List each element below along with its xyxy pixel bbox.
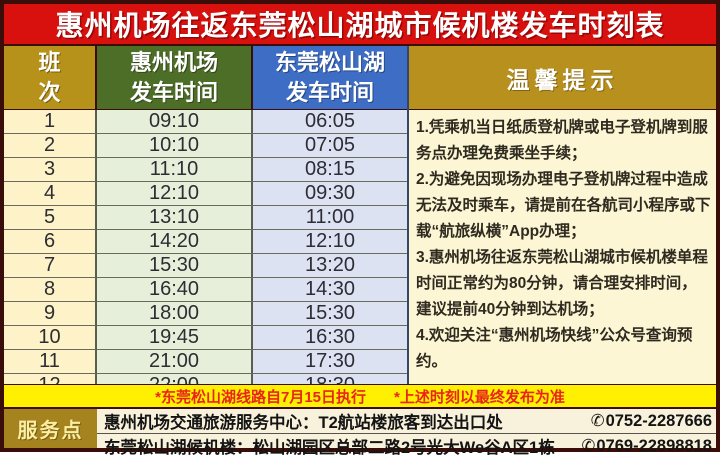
notice-final-release: *上述时刻以最终发布为准 (394, 388, 565, 406)
huizhou-departure-time: 18:00 (97, 302, 253, 326)
dongguan-departure-time: 13:20 (253, 254, 407, 278)
huizhou-departure-time: 21:00 (97, 350, 253, 374)
trip-number: 11 (4, 350, 97, 374)
table-row: 2 10:10 07:05 (4, 134, 407, 158)
tip-item: 3.惠州机场往返东莞松山湖城市候机楼单程时间正常约为80分钟，请合理安排时间，建… (416, 249, 708, 318)
col-header-trip-number: 班 次 (4, 46, 97, 110)
huizhou-departure-time: 10:10 (97, 134, 253, 158)
col-header-dongguan-line2: 发车时间 (285, 79, 374, 105)
phone-number: 0769-22898818 (596, 436, 712, 455)
huizhou-departure-time: 19:45 (97, 326, 253, 350)
table-row: 5 13:10 11:00 (4, 206, 407, 230)
col-header-huizhou-line1: 惠州机场 (129, 49, 218, 75)
phone-icon: ✆ (581, 437, 596, 455)
tips-panel-body: 1.凭乘机当日纸质登机牌或电子登机牌到服务点办理免费乘坐手续； 2.为避免因现场… (409, 110, 716, 384)
huizhou-departure-time: 13:10 (97, 206, 253, 230)
page-title: 惠州机场往返东莞松山湖城市候机楼发车时刻表 (4, 4, 716, 44)
service-point-address: 惠州机场交通旅游服务中心：T2航站楼旅客到达出口处 (104, 414, 503, 432)
table-header-row: 班 次 惠州机场 发车时间 东莞松山湖 发车时间 (4, 46, 407, 110)
tips-panel: 温馨提示 1.凭乘机当日纸质登机牌或电子登机牌到服务点办理免费乘坐手续； 2.为… (407, 46, 716, 384)
schedule-table: 班 次 惠州机场 发车时间 东莞松山湖 发车时间 1 09:10 06:05 (4, 46, 407, 397)
dongguan-departure-time: 11:00 (253, 206, 407, 230)
huizhou-departure-time: 09:10 (97, 110, 253, 134)
table-row: 7 15:30 13:20 (4, 254, 407, 278)
dongguan-departure-time: 14:30 (253, 278, 407, 302)
huizhou-departure-time: 14:20 (97, 230, 253, 254)
tips-panel-title: 温馨提示 (409, 46, 716, 110)
dongguan-departure-time: 16:30 (253, 326, 407, 350)
tip-item: 1.凭乘机当日纸质登机牌或电子登机牌到服务点办理免费乘坐手续； (416, 119, 708, 162)
dongguan-departure-time: 06:05 (253, 110, 407, 134)
service-point-address: 东莞松山湖候机楼：松山湖园区总部二路2号光大We谷A区1栋 (104, 439, 555, 457)
service-points-section: 服务点 惠州机场交通旅游服务中心：T2航站楼旅客到达出口处 ✆ 0752-228… (4, 407, 716, 457)
trip-number: 10 (4, 326, 97, 350)
trip-number: 3 (4, 158, 97, 182)
service-point-phone: ✆ 0752-2287666 (591, 411, 712, 431)
trip-number: 1 (4, 110, 97, 134)
trip-number: 2 (4, 134, 97, 158)
trip-number: 9 (4, 302, 97, 326)
trip-number: 5 (4, 206, 97, 230)
huizhou-departure-time: 16:40 (97, 278, 253, 302)
table-row: 4 12:10 09:30 (4, 182, 407, 206)
table-row: 10 19:45 16:30 (4, 326, 407, 350)
col-header-trip-line1: 班 (38, 49, 61, 75)
table-row: 11 21:00 17:30 (4, 350, 407, 374)
col-header-dongguan-songshanlake: 东莞松山湖 发车时间 (253, 46, 407, 110)
table-row: 9 18:00 15:30 (4, 302, 407, 326)
trip-number: 6 (4, 230, 97, 254)
col-header-huizhou-line2: 发车时间 (129, 79, 218, 105)
schedule-notice-bar: *东莞松山湖线路自7月15日执行 *上述时刻以最终发布为准 (4, 384, 716, 407)
col-header-huizhou-airport: 惠州机场 发车时间 (97, 46, 253, 110)
col-header-dongguan-line1: 东莞松山湖 (274, 49, 385, 75)
service-points-label: 服务点 (4, 409, 97, 448)
dongguan-departure-time: 09:30 (253, 182, 407, 206)
trip-number: 8 (4, 278, 97, 302)
dongguan-departure-time: 15:30 (253, 302, 407, 326)
tip-item: 4.欢迎关注“惠州机场快线”公众号查询预约。 (416, 327, 693, 370)
trip-number: 7 (4, 254, 97, 278)
trip-number: 4 (4, 182, 97, 206)
dongguan-departure-time: 07:05 (253, 134, 407, 158)
table-body: 1 09:10 06:05 2 10:10 07:05 3 11:10 08:1… (4, 110, 407, 397)
service-point-phone: ✆ 0769-22898818 (582, 436, 712, 456)
phone-number: 0752-2287666 (605, 411, 712, 430)
service-point-row: 东莞松山湖候机楼：松山湖园区总部二路2号光大We谷A区1栋 ✆ 0769-228… (97, 434, 716, 458)
dongguan-departure-time: 17:30 (253, 350, 407, 374)
table-row: 1 09:10 06:05 (4, 110, 407, 134)
huizhou-departure-time: 11:10 (97, 158, 253, 182)
dongguan-departure-time: 08:15 (253, 158, 407, 182)
service-points-list: 惠州机场交通旅游服务中心：T2航站楼旅客到达出口处 ✆ 0752-2287666… (97, 409, 716, 457)
tip-item: 2.为避免因现场办理电子登机牌过程中造成无法及时乘车，请提前在各航司小程序或下载… (416, 171, 711, 240)
dongguan-departure-time: 12:10 (253, 230, 407, 254)
huizhou-departure-time: 15:30 (97, 254, 253, 278)
table-row: 8 16:40 14:30 (4, 278, 407, 302)
table-row: 6 14:20 12:10 (4, 230, 407, 254)
table-row: 3 11:10 08:15 (4, 158, 407, 182)
phone-icon: ✆ (590, 412, 605, 430)
notice-effective-date: *东莞松山湖线路自7月15日执行 (155, 388, 367, 406)
col-header-trip-line2: 次 (38, 79, 61, 105)
huizhou-departure-time: 12:10 (97, 182, 253, 206)
main-area: 班 次 惠州机场 发车时间 东莞松山湖 发车时间 1 09:10 06:05 (4, 46, 716, 397)
service-point-row: 惠州机场交通旅游服务中心：T2航站楼旅客到达出口处 ✆ 0752-2287666 (97, 409, 716, 434)
